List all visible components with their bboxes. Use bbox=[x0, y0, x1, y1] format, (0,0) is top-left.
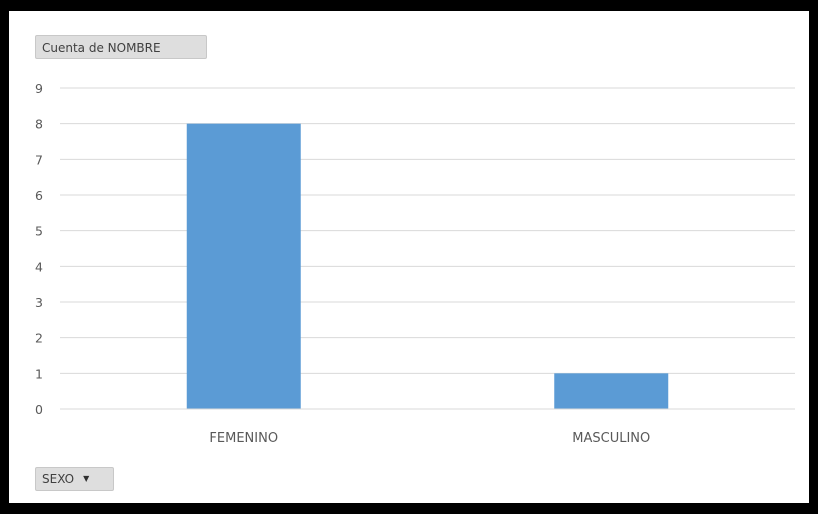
x-axis-category-labels: FEMENINO MASCULINO bbox=[209, 431, 650, 446]
axis-field-button[interactable]: SEXO ▼ bbox=[35, 467, 114, 491]
x-category-label: FEMENINO bbox=[209, 431, 278, 446]
gridlines bbox=[60, 87, 795, 374]
y-tick-label: 4 bbox=[35, 259, 43, 274]
y-tick-label: 6 bbox=[35, 188, 43, 203]
x-category-label: MASCULINO bbox=[572, 431, 650, 446]
y-tick-label: 0 bbox=[35, 402, 43, 417]
y-axis-tick-labels: 0 1 2 3 4 5 6 7 8 9 bbox=[35, 81, 43, 417]
bar-masculino bbox=[554, 373, 669, 409]
y-tick-label: 7 bbox=[35, 152, 43, 167]
y-tick-label: 2 bbox=[35, 331, 43, 346]
y-tick-label: 3 bbox=[35, 295, 43, 310]
value-field-button[interactable]: Cuenta de NOMBRE bbox=[35, 35, 207, 59]
chevron-down-icon: ▼ bbox=[83, 474, 90, 483]
bars bbox=[186, 123, 669, 410]
y-tick-label: 9 bbox=[35, 81, 43, 96]
bar-femenino bbox=[186, 123, 301, 410]
y-tick-label: 8 bbox=[35, 117, 43, 132]
y-tick-label: 1 bbox=[35, 366, 43, 381]
axis-field-label: SEXO bbox=[42, 472, 75, 486]
y-tick-label: 5 bbox=[35, 224, 43, 239]
